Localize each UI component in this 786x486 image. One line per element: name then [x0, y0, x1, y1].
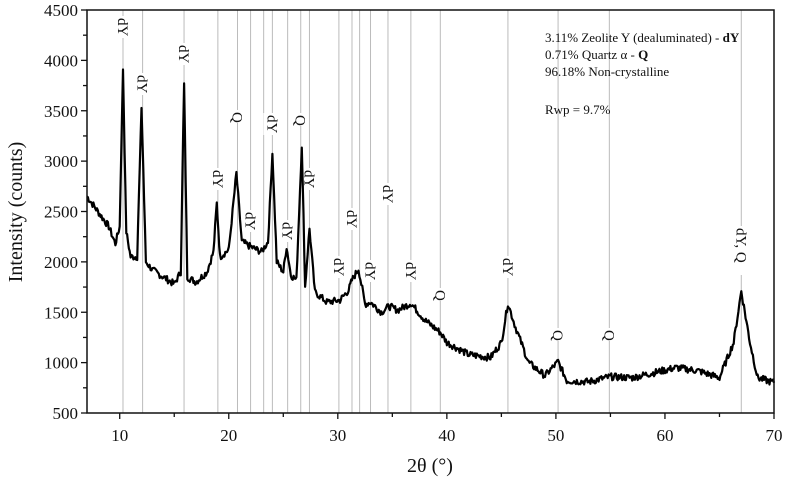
- legend: 3.11% Zeolite Y (dealuminated) - dY 0.71…: [545, 30, 740, 117]
- y-tick-label: 2500: [44, 203, 78, 222]
- peak-label: Q: [292, 115, 308, 126]
- peak-label: dY: [402, 262, 418, 281]
- legend-line-rwp: Rwp = 9.7%: [545, 102, 611, 117]
- x-tick-label: 60: [656, 426, 673, 445]
- peak-label: dY: [209, 170, 225, 189]
- x-tick-label: 40: [438, 426, 455, 445]
- y-tick-label: 1000: [44, 354, 78, 373]
- peak-label: dY, Q: [732, 228, 748, 263]
- peak-label: dY: [134, 75, 150, 94]
- peak-label: Q: [431, 290, 447, 301]
- peak-label: dY: [379, 185, 395, 204]
- peak-label: dY: [242, 212, 258, 230]
- x-axis: 10 20 30 40 50 60 70: [111, 413, 783, 445]
- y-tick-label: 500: [53, 404, 79, 423]
- y-tick-label: 3500: [44, 102, 78, 121]
- peak-label: dY: [343, 210, 359, 229]
- y-tick-label: 2000: [44, 253, 78, 272]
- x-tick-label: 20: [220, 426, 237, 445]
- y-tick-label: 4500: [44, 1, 78, 20]
- x-tick-label: 50: [547, 426, 564, 445]
- peak-label: Q: [549, 330, 565, 341]
- peak-label: dY: [175, 45, 191, 64]
- x-axis-title: 2θ (°): [407, 455, 453, 477]
- peak-label: dY: [263, 115, 279, 134]
- y-axis: 500 1000 1500 2000 2500 3000 3500 4000 4500: [44, 1, 87, 423]
- xrd-trace: [86, 68, 776, 386]
- peak-label: dY: [114, 18, 130, 37]
- x-tick-label: 70: [766, 426, 783, 445]
- peak-labels: dY dY dY dY QdY dY dY QdY dY dY dY dY dY QdY Q QdY, Q: [113, 16, 749, 341]
- peak-label: dY: [330, 258, 346, 277]
- y-tick-label: 1500: [44, 303, 78, 322]
- plot-frame: [86, 9, 775, 414]
- y-axis-title: Intensity (counts): [5, 142, 27, 283]
- peak-label: dY: [362, 262, 378, 281]
- peak-label: dY: [499, 258, 515, 277]
- legend-line-noncrystalline: 96.18% Non-crystalline: [545, 64, 669, 79]
- y-tick-label: 3000: [44, 152, 78, 171]
- peak-label: Q: [228, 112, 244, 123]
- peak-label: dY: [279, 222, 295, 241]
- x-tick-label: 10: [111, 426, 128, 445]
- y-tick-label: 4000: [44, 51, 78, 70]
- peak-label: dY: [300, 170, 316, 189]
- legend-line-quartz: 0.71% Quartz α - Q: [545, 47, 648, 62]
- peak-label: Q: [600, 330, 616, 341]
- x-tick-label: 30: [329, 426, 346, 445]
- legend-line-zeolite: 3.11% Zeolite Y (dealuminated) - dY: [545, 30, 740, 45]
